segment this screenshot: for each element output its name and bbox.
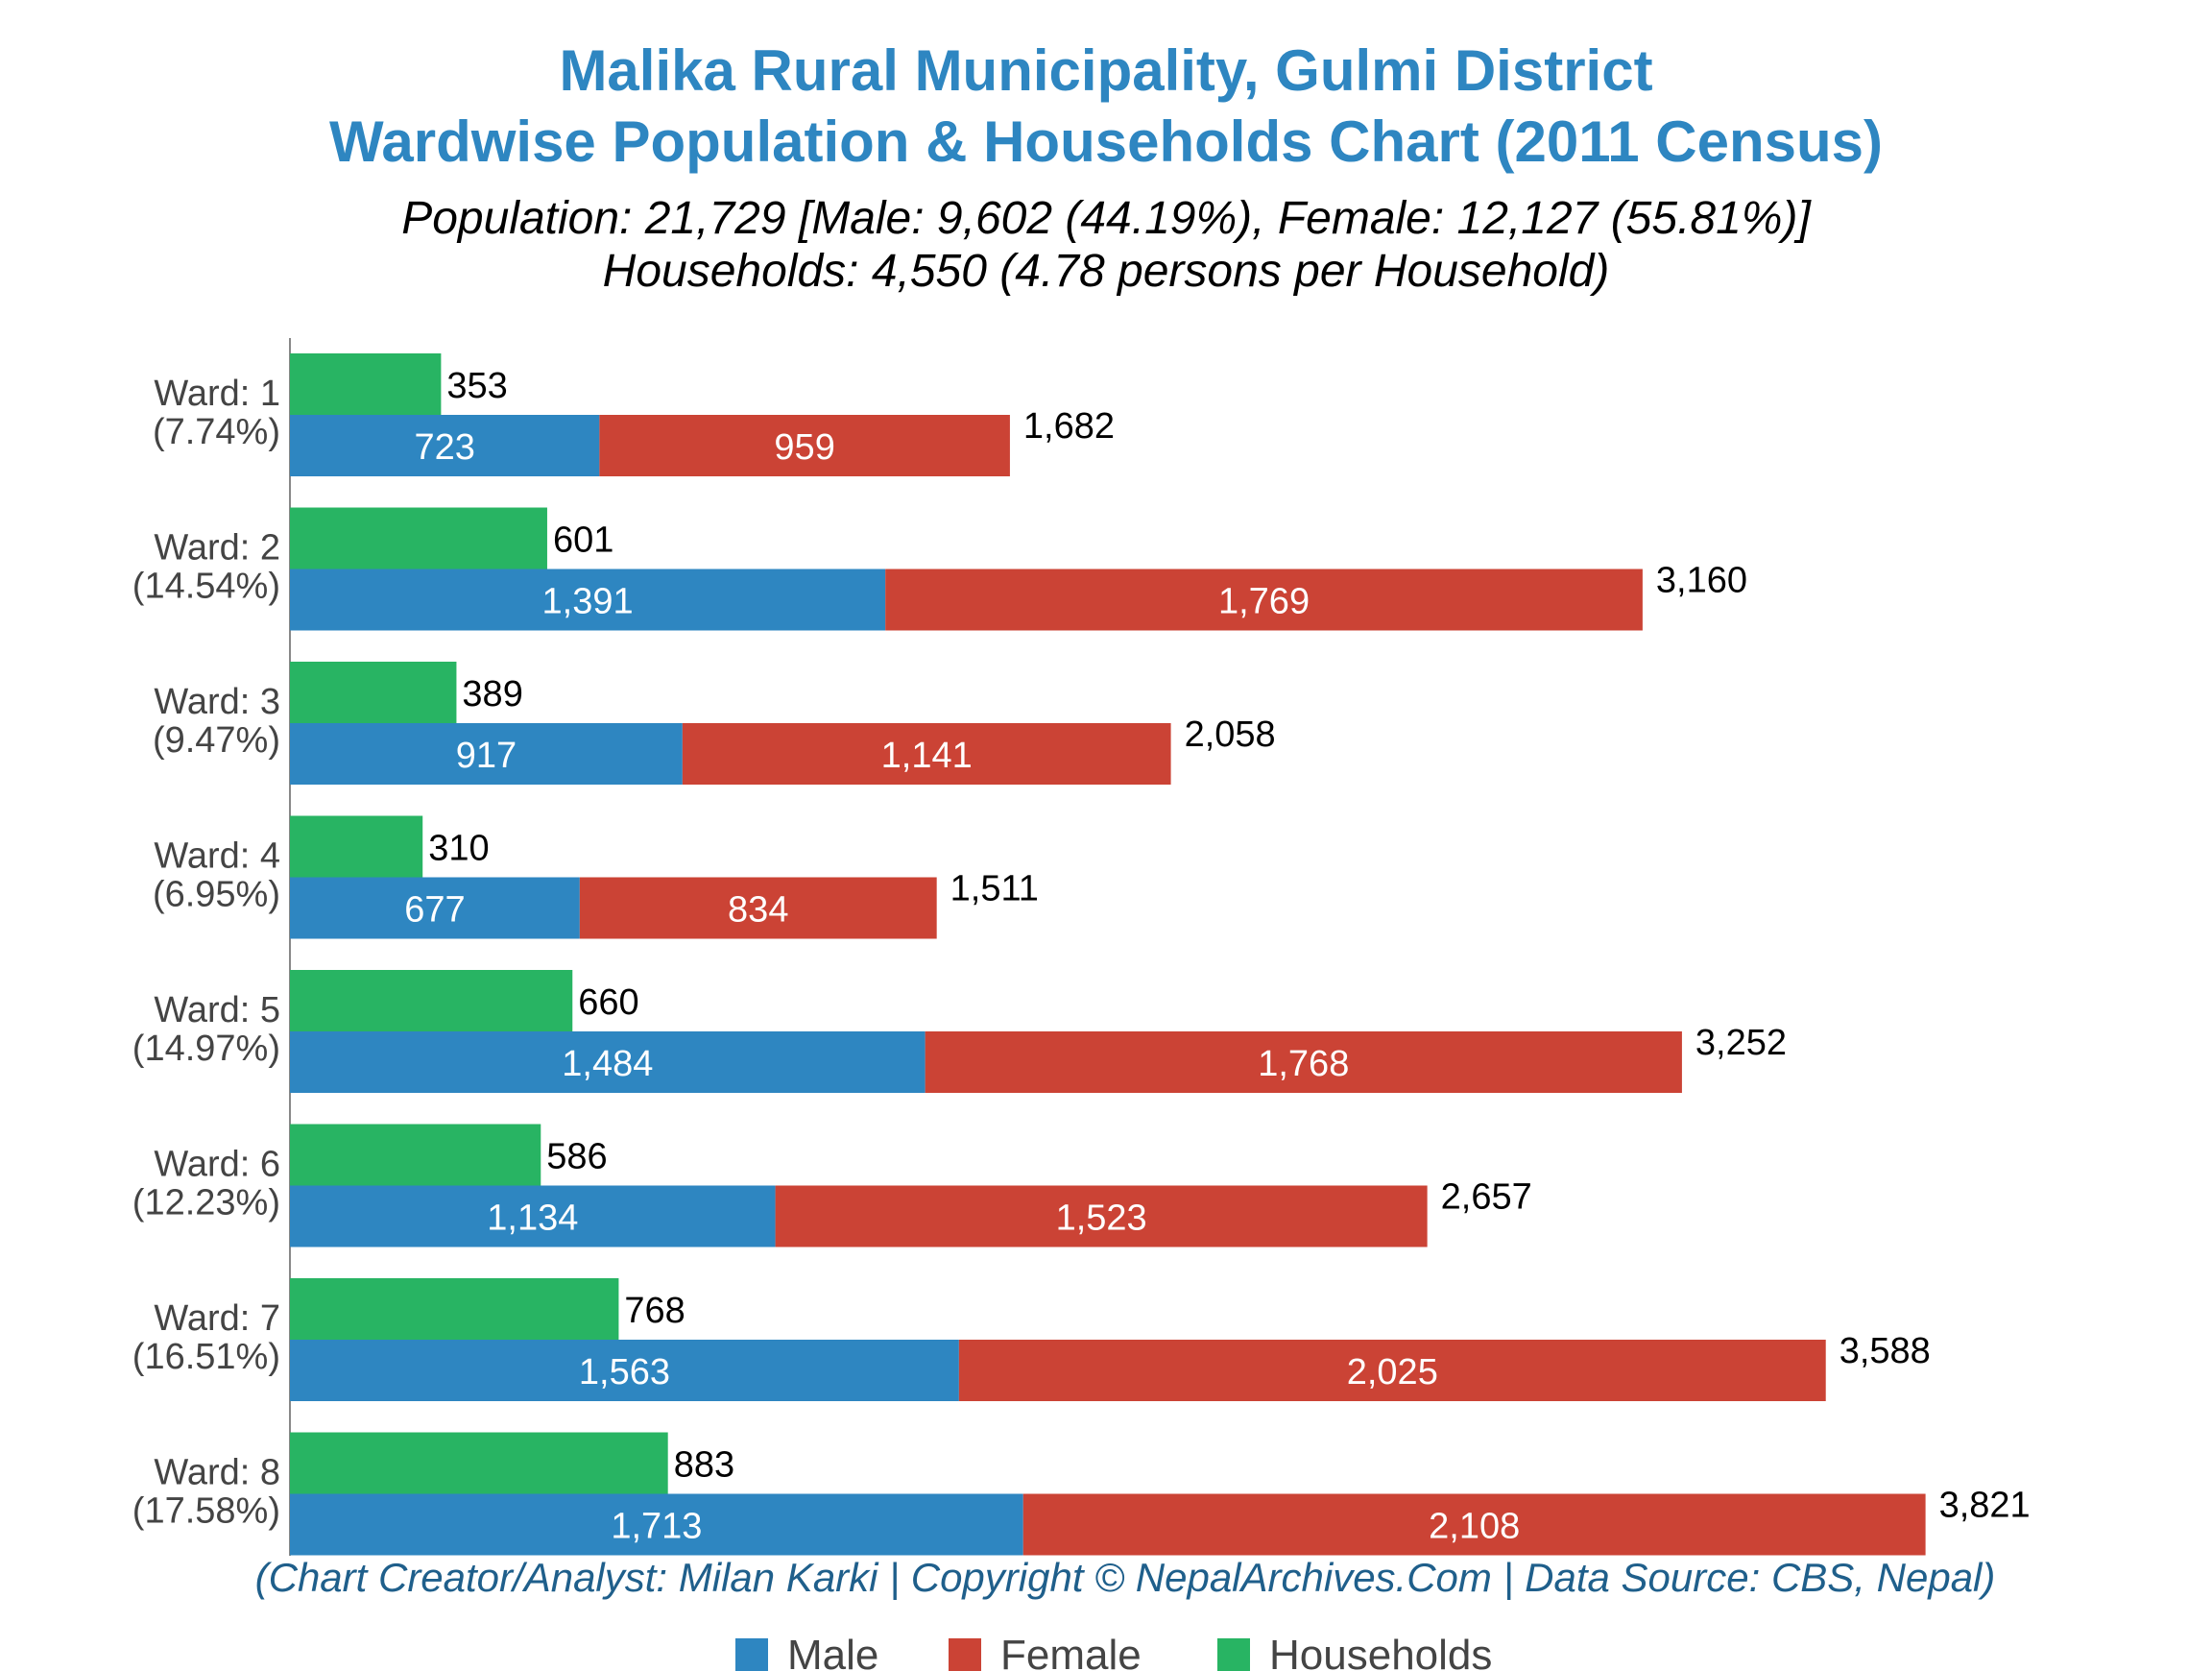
female-value-label: 834: [728, 890, 788, 931]
female-bar: [579, 877, 937, 939]
ward-label: Ward: 4: [154, 836, 280, 877]
legend-label-male: Male: [787, 1632, 878, 1671]
male-bar: [290, 1340, 959, 1401]
households-value-label: 660: [578, 982, 638, 1023]
households-value-label: 768: [624, 1291, 685, 1331]
ward-label: Ward: 8: [154, 1453, 280, 1493]
households-bar: [290, 353, 442, 415]
male-bar: [290, 877, 580, 939]
ward-share-label: (16.51%): [132, 1337, 280, 1377]
female-bar: [1022, 1493, 1926, 1556]
total-value-label: 3,821: [1939, 1486, 2031, 1526]
female-bar: [682, 723, 1171, 785]
households-bar: [290, 1432, 668, 1494]
male-value-label: 1,563: [579, 1352, 670, 1392]
households-value-label: 883: [674, 1445, 734, 1486]
households-value-label: 586: [546, 1137, 607, 1177]
female-bar: [775, 1185, 1428, 1247]
ward-label: Ward: 7: [154, 1298, 280, 1339]
households-value-label: 310: [428, 829, 489, 869]
female-value-label: 2,025: [1347, 1352, 1438, 1392]
households-bar: [290, 1124, 541, 1186]
female-value-label: 1,141: [881, 736, 973, 776]
male-value-label: 917: [456, 736, 517, 776]
households-value-label: 389: [462, 674, 522, 714]
ward-share-label: (17.58%): [132, 1491, 280, 1532]
male-value-label: 723: [414, 427, 474, 468]
ward-label: Ward: 6: [154, 1145, 280, 1185]
legend: Male Female Households: [735, 1632, 1492, 1671]
male-bar: [290, 1031, 926, 1093]
ward-share-label: (7.74%): [153, 412, 280, 452]
ward-share-label: (14.54%): [132, 567, 280, 607]
chart-credit: (Chart Creator/Analyst: Milan Karki | Co…: [255, 1555, 1996, 1601]
female-bar: [925, 1031, 1682, 1093]
ward-label: Ward: 3: [154, 682, 280, 722]
female-value-label: 1,768: [1258, 1044, 1349, 1084]
legend-label-female: Female: [1000, 1632, 1142, 1671]
female-value-label: 959: [774, 427, 834, 468]
female-bar: [885, 569, 1643, 631]
male-value-label: 1,713: [611, 1507, 702, 1547]
male-value-label: 677: [404, 890, 465, 931]
households-bar: [290, 507, 547, 569]
legend-swatch-female: [949, 1638, 981, 1671]
chart-subtitle-line-2: Households: 4,550 (4.78 persons per Hous…: [603, 246, 1610, 297]
ward-share-label: (6.95%): [153, 875, 280, 915]
legend-swatch-households: [1217, 1638, 1250, 1671]
legend-label-households: Households: [1269, 1632, 1492, 1671]
male-bar: [290, 415, 600, 476]
households-bar: [290, 970, 573, 1031]
male-bar: [290, 1493, 1023, 1556]
total-value-label: 2,657: [1441, 1177, 1532, 1218]
chart-title-line-2: Wardwise Population & Households Chart (…: [329, 109, 1883, 174]
chart-title-line-1: Malika Rural Municipality, Gulmi Distric…: [559, 38, 1652, 103]
total-value-label: 1,511: [950, 869, 1039, 909]
households-bar: [290, 1278, 619, 1340]
male-value-label: 1,391: [542, 582, 634, 622]
female-value-label: 1,769: [1218, 582, 1310, 622]
households-bar: [290, 662, 457, 723]
male-value-label: 1,134: [487, 1199, 578, 1239]
ward-label: Ward: 1: [154, 374, 280, 414]
ward-share-label: (9.47%): [153, 720, 280, 761]
ward-share-label: (14.97%): [132, 1029, 280, 1069]
male-bar: [290, 723, 683, 785]
ward-label: Ward: 2: [154, 528, 280, 569]
plot-area: Ward: 1(7.74%) 353 723 959 1,682 Ward: 2(14.5…: [132, 353, 2031, 1556]
chart-subtitle-line-1: Population: 21,729 [Male: 9,602 (44.19%)…: [401, 193, 1812, 244]
female-value-label: 2,108: [1429, 1507, 1520, 1547]
ward-share-label: (12.23%): [132, 1183, 280, 1223]
female-value-label: 1,523: [1056, 1199, 1147, 1239]
total-value-label: 2,058: [1185, 714, 1276, 755]
female-bar: [599, 415, 1010, 476]
total-value-label: 3,588: [1839, 1331, 1931, 1371]
male-value-label: 1,484: [562, 1044, 653, 1084]
female-bar: [958, 1340, 1826, 1401]
households-value-label: 601: [553, 521, 613, 561]
households-value-label: 353: [446, 366, 507, 406]
male-bar: [290, 569, 886, 631]
total-value-label: 1,682: [1023, 406, 1115, 447]
households-bar: [290, 815, 423, 878]
legend-swatch-male: [735, 1638, 768, 1671]
male-bar: [290, 1185, 776, 1247]
ward-label: Ward: 5: [154, 990, 280, 1030]
total-value-label: 3,252: [1695, 1023, 1787, 1063]
total-value-label: 3,160: [1656, 561, 1747, 601]
